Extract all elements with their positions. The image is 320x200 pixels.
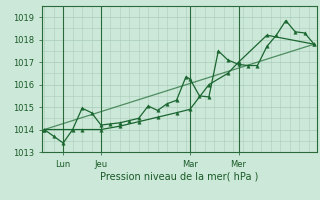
X-axis label: Pression niveau de la mer( hPa ): Pression niveau de la mer( hPa ) — [100, 171, 258, 181]
